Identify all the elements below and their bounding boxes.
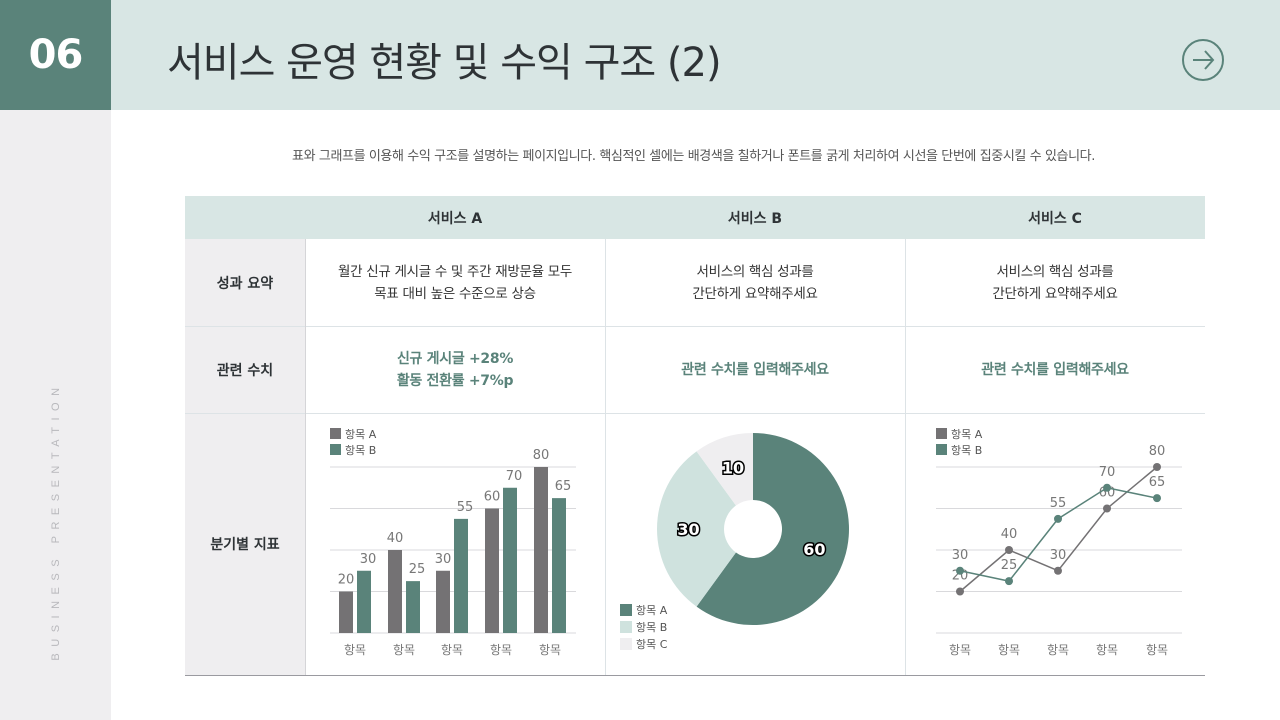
page-description: 표와 그래프를 이용해 수익 구조를 설명하는 페이지입니다. 핵심적인 셀에는… [292,149,1095,164]
side-label: BUSINESS PRESENTATION [50,381,62,661]
table-corner-header [185,196,305,239]
sidebar: BUSINESS PRESENTATION [0,110,111,720]
cell-line: 활동 전환률 +7%p [396,372,514,389]
cell-line: 관련 수치를 입력해주세요 [981,361,1129,378]
comparison-table: 서비스 A 서비스 B 서비스 C 성과 요약 관련 수치 분기별 지표 월간 … [185,196,1205,676]
cell-line: 간단하게 요약해주세요 [992,285,1118,302]
cell-line: 서비스의 핵심 성과를 [996,263,1114,280]
row-divider [185,326,1205,327]
row-divider [185,413,1205,414]
column-header-service-a: 서비스 A [305,196,605,239]
table-cell-highlight: 신규 게시글 +28% 활동 전환률 +7%p [305,326,605,413]
column-divider [905,239,906,675]
slide-number: 06 [0,0,111,110]
cell-line: 신규 게시글 +28% [396,350,514,367]
header-bar: 서비스 운영 현황 및 수익 구조 (2) [111,0,1280,110]
table-bottom-border [185,675,1205,676]
column-header-service-c: 서비스 C [905,196,1205,239]
next-slide-button[interactable] [1182,39,1224,81]
arrow-right-circle-icon [1193,50,1215,70]
table-cell-highlight: 관련 수치를 입력해주세요 [605,326,905,413]
column-divider [605,239,606,675]
cell-line: 서비스의 핵심 성과를 [696,263,814,280]
page-title: 서비스 운영 현황 및 수익 구조 (2) [167,40,722,86]
column-header-service-b: 서비스 B [605,196,905,239]
cell-line: 월간 신규 게시글 수 및 주간 재방문율 모두 [338,263,572,280]
cell-line: 간단하게 요약해주세요 [692,285,818,302]
row-header-metrics: 관련 수치 [185,326,305,413]
column-divider [305,239,306,675]
row-header-quarterly: 분기별 지표 [185,413,305,675]
row-header-summary: 성과 요약 [185,239,305,326]
table-cell-highlight: 관련 수치를 입력해주세요 [905,326,1205,413]
cell-line: 목표 대비 높은 수준으로 상승 [374,285,536,302]
cell-line: 관련 수치를 입력해주세요 [681,361,829,378]
